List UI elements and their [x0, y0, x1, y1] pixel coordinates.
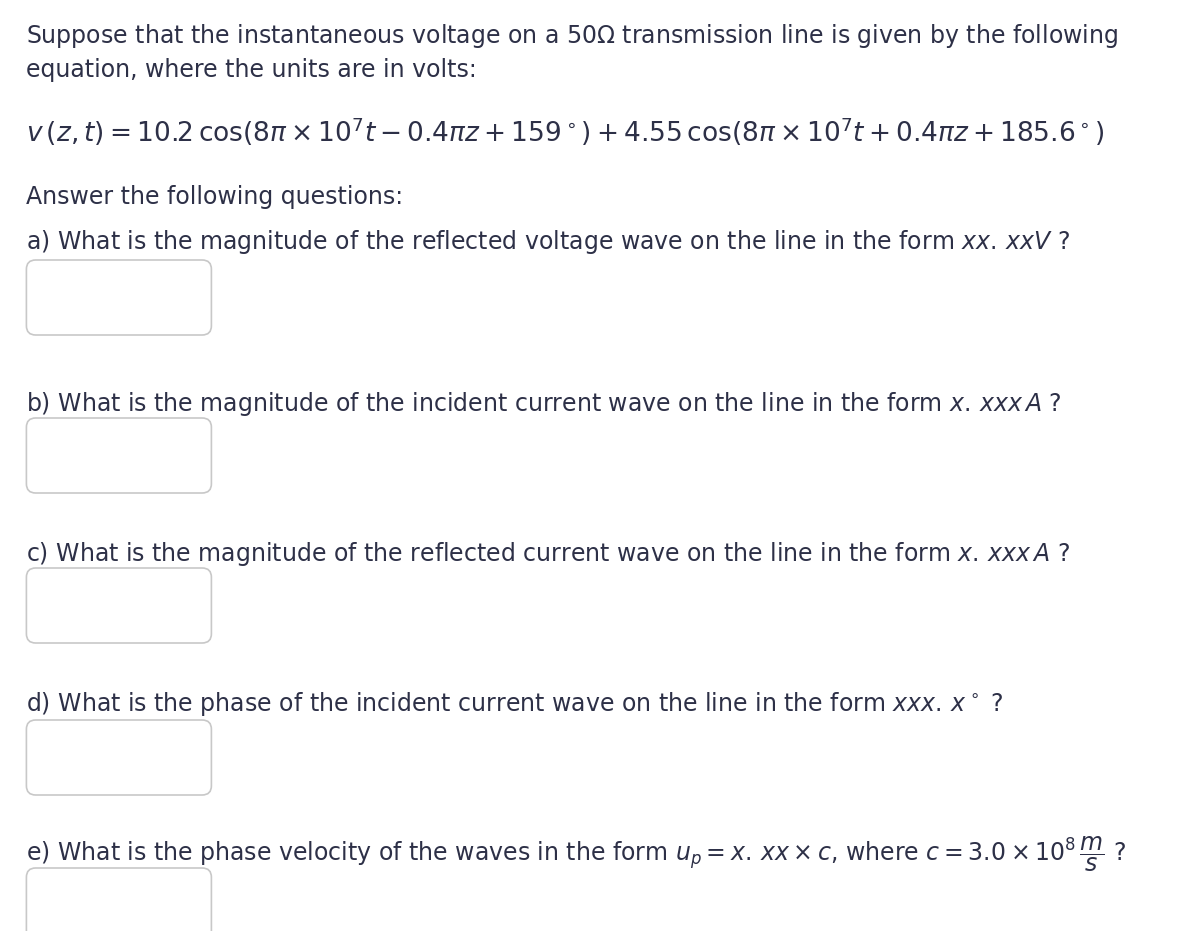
Text: $v\,(z,t) = 10.2\,\cos\!\left(8\pi \times 10^7 t - 0.4\pi z + 159^\circ\right) +: $v\,(z,t) = 10.2\,\cos\!\left(8\pi \time…: [26, 115, 1105, 147]
Text: d) What is the phase of the incident current wave on the line in the form $xxx.\: d) What is the phase of the incident cur…: [26, 690, 1004, 718]
Text: equation, where the units are in volts:: equation, where the units are in volts:: [26, 58, 478, 82]
Text: Suppose that the instantaneous voltage on a $50\Omega$ transmission line is give: Suppose that the instantaneous voltage o…: [26, 22, 1118, 50]
FancyBboxPatch shape: [26, 260, 211, 335]
FancyBboxPatch shape: [26, 568, 211, 643]
FancyBboxPatch shape: [26, 868, 211, 931]
Text: Answer the following questions:: Answer the following questions:: [26, 185, 403, 209]
FancyBboxPatch shape: [26, 720, 211, 795]
Text: b) What is the magnitude of the incident current wave on the line in the form $x: b) What is the magnitude of the incident…: [26, 390, 1062, 418]
Text: c) What is the magnitude of the reflected current wave on the line in the form $: c) What is the magnitude of the reflecte…: [26, 540, 1070, 568]
Text: e) What is the phase velocity of the waves in the form $u_p = x.\,xx \times c$, : e) What is the phase velocity of the wav…: [26, 835, 1127, 874]
FancyBboxPatch shape: [26, 418, 211, 493]
Text: a) What is the magnitude of the reflected voltage wave on the line in the form $: a) What is the magnitude of the reflecte…: [26, 228, 1070, 256]
